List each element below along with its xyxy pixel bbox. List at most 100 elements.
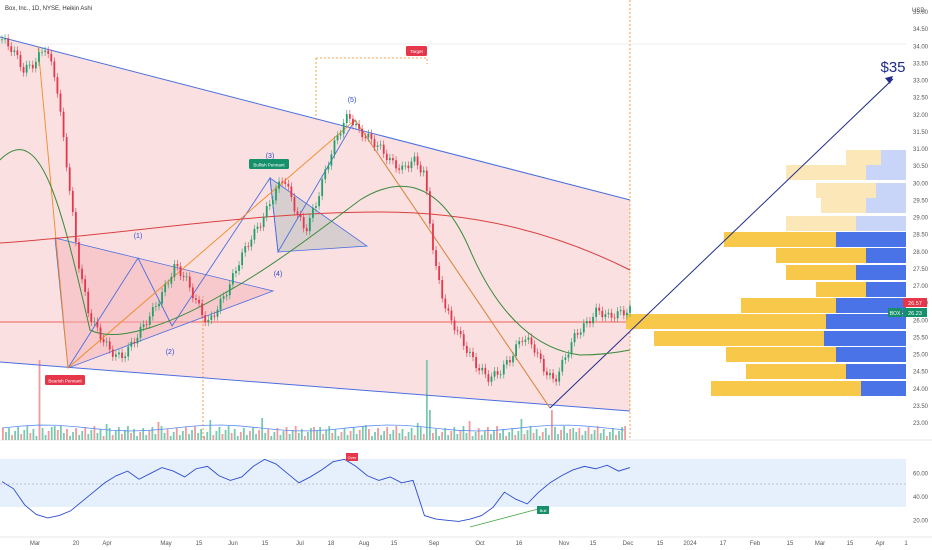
x-tick-label: 18 [328, 541, 335, 547]
volume-bar [392, 430, 395, 440]
volume-bar [194, 426, 196, 440]
candle-body [425, 170, 428, 192]
candle-body [155, 306, 157, 308]
volume-bar [133, 429, 135, 440]
volume-bar [227, 426, 230, 440]
volume-ma [1, 424, 625, 432]
candle-body [22, 67, 25, 73]
candle-body [308, 217, 311, 232]
rsi-tick-label: 20.00 [913, 518, 929, 524]
y-tick-label: 32.50 [913, 96, 929, 102]
volume-bar [486, 427, 489, 440]
channel-lower [0, 361, 631, 412]
profile-buy [746, 364, 846, 379]
volume-bar [185, 427, 187, 440]
candle-body [253, 228, 256, 240]
volume-bar [615, 435, 617, 440]
volume-bar [422, 434, 425, 440]
candle-body [515, 344, 517, 357]
candles [1, 34, 631, 386]
profile-sell [866, 198, 906, 213]
volume-bar [26, 426, 29, 440]
candle-body [324, 169, 327, 180]
volume-bar [560, 430, 562, 440]
x-tick-label: 15 [847, 541, 854, 547]
volume-bar [490, 434, 492, 440]
volume-bar [84, 427, 87, 440]
candle-body [595, 307, 598, 317]
candle-body [34, 61, 37, 69]
y-tick-label: 33.50 [913, 61, 929, 67]
x-tick-label: Jul [296, 541, 304, 547]
candle-body [139, 326, 142, 338]
candle-body [84, 279, 87, 292]
candle-body [235, 270, 237, 274]
bearish-pennant-tag [45, 375, 85, 385]
volume-bar [267, 429, 270, 440]
volume-bar [590, 434, 593, 440]
candle-body [432, 223, 434, 251]
volume-bar [331, 433, 334, 440]
volume-bar [477, 428, 480, 440]
candle-body [342, 122, 345, 134]
rsi-over-label: Over [348, 455, 357, 460]
candle-body [222, 296, 225, 299]
x-tick-label: 16 [516, 541, 523, 547]
candle-body [238, 265, 240, 271]
price-last-label: 26.23 [908, 311, 922, 317]
candle-body [579, 332, 582, 335]
volume-bar [151, 427, 154, 440]
candle-body [441, 280, 444, 299]
volume-bar [81, 431, 84, 440]
volume-bar [136, 436, 138, 440]
volume-bar [441, 432, 443, 440]
volume-bar [124, 430, 126, 440]
candle-body [604, 314, 607, 318]
volume-bar [47, 431, 50, 440]
candle-body [475, 357, 477, 369]
candle-body [290, 186, 293, 198]
candle-body [561, 359, 564, 372]
candle-body [108, 341, 111, 350]
candle-body [275, 188, 277, 201]
candle-body [201, 303, 203, 316]
target-label: Target [410, 49, 423, 54]
rsi-over-tag [346, 453, 358, 461]
wave-label: (2) [166, 349, 175, 356]
profile-buy [626, 314, 826, 329]
volume-bar [383, 431, 386, 440]
candle-body [558, 371, 561, 382]
volume-bar [181, 431, 184, 440]
volume-bar [191, 430, 193, 440]
candle-body [99, 327, 102, 340]
candle-body [453, 320, 456, 331]
rsi-tick-label: 60.00 [913, 471, 929, 477]
volume-bar [355, 434, 358, 440]
candle-body [607, 312, 610, 315]
channel-upper [0, 36, 631, 201]
candle-body [105, 341, 108, 343]
candle-body [56, 77, 59, 94]
volume-bar [44, 435, 47, 440]
candle-body [111, 349, 114, 357]
bullish-pennant-label: Bullish Pennant [253, 163, 285, 168]
candle-body [210, 315, 213, 320]
volume-bar [334, 429, 337, 440]
volume-bar [377, 428, 379, 440]
volume-bar [203, 436, 206, 440]
orange-swing [37, 45, 551, 409]
y-tick-label: 27.50 [913, 267, 929, 273]
candle-body [321, 179, 324, 197]
candle-body [582, 323, 585, 333]
rsi-line [1, 458, 631, 522]
candle-body [410, 161, 413, 169]
candle-body [164, 284, 167, 293]
candle-body [115, 354, 117, 357]
candle-body [352, 118, 354, 126]
candle-body [398, 168, 401, 170]
candle-body [576, 333, 579, 335]
volume-bar [35, 436, 38, 440]
y-tick-label: 29.50 [913, 198, 929, 204]
rsi-tick-label: 40.00 [913, 495, 929, 501]
